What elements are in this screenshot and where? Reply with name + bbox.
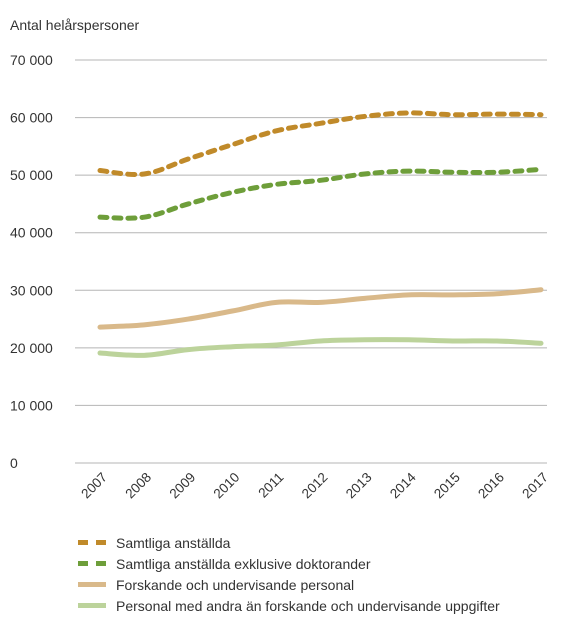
- legend-swatch: [78, 582, 106, 587]
- legend-item-1: Samtliga anställda: [78, 532, 500, 553]
- x-tick-label: 2016: [475, 470, 507, 502]
- x-tick-label: 2015: [431, 470, 463, 502]
- legend-swatch: [78, 603, 106, 608]
- legend-swatch: [78, 561, 106, 566]
- x-tick-label: 2013: [343, 470, 375, 502]
- y-axis-label: Antal helårspersoner: [10, 17, 140, 33]
- y-tick-label: 40 000: [10, 225, 53, 241]
- series-line-3: [97, 287, 544, 330]
- y-tick-label: 30 000: [10, 282, 53, 298]
- legend-label: Samtliga anställda exklusive doktorander: [116, 555, 371, 572]
- legend: Samtliga anställda Samtliga anställda exk…: [78, 532, 500, 616]
- legend-label: Samtliga anställda: [116, 534, 231, 551]
- gridlines: [75, 59, 547, 464]
- x-tick-label: 2014: [387, 469, 419, 501]
- y-tick-labels: 0 10 000 20 000 30 000 40 000 50 000 60 000 70 …: [10, 52, 53, 471]
- x-tick-label: 2012: [299, 470, 331, 502]
- legend-label: Personal med andra än forskande och unde…: [116, 597, 500, 614]
- series-line-2: [97, 166, 544, 221]
- x-tick-label: 2009: [166, 470, 198, 502]
- legend-item-4: Personal med andra än forskande och unde…: [78, 595, 500, 616]
- y-tick-label: 70 000: [10, 52, 53, 68]
- legend-swatch: [78, 540, 106, 545]
- x-tick-label: 2008: [122, 470, 154, 502]
- y-tick-label: 20 000: [10, 340, 53, 356]
- x-tick-label: 2007: [78, 470, 110, 502]
- y-tick-label: 60 000: [10, 110, 53, 126]
- y-tick-label: 0: [10, 455, 18, 471]
- x-tick-label: 2011: [255, 470, 286, 501]
- y-tick-label: 10 000: [10, 397, 53, 413]
- series-line-1: [97, 110, 544, 177]
- series-line-4: [97, 337, 544, 358]
- x-tick-labels: 2007 2008 2009 2010 2011 2012 2013 2014 2015 2016…: [78, 469, 551, 501]
- y-tick-label: 50 000: [10, 167, 53, 183]
- x-tick-label: 2017: [519, 470, 551, 502]
- series-lines: [97, 110, 544, 358]
- legend-item-2: Samtliga anställda exklusive doktorander: [78, 553, 500, 574]
- x-tick-label: 2010: [211, 470, 243, 502]
- legend-item-3: Forskande och undervisande personal: [78, 574, 500, 595]
- legend-label: Forskande och undervisande personal: [116, 576, 355, 593]
